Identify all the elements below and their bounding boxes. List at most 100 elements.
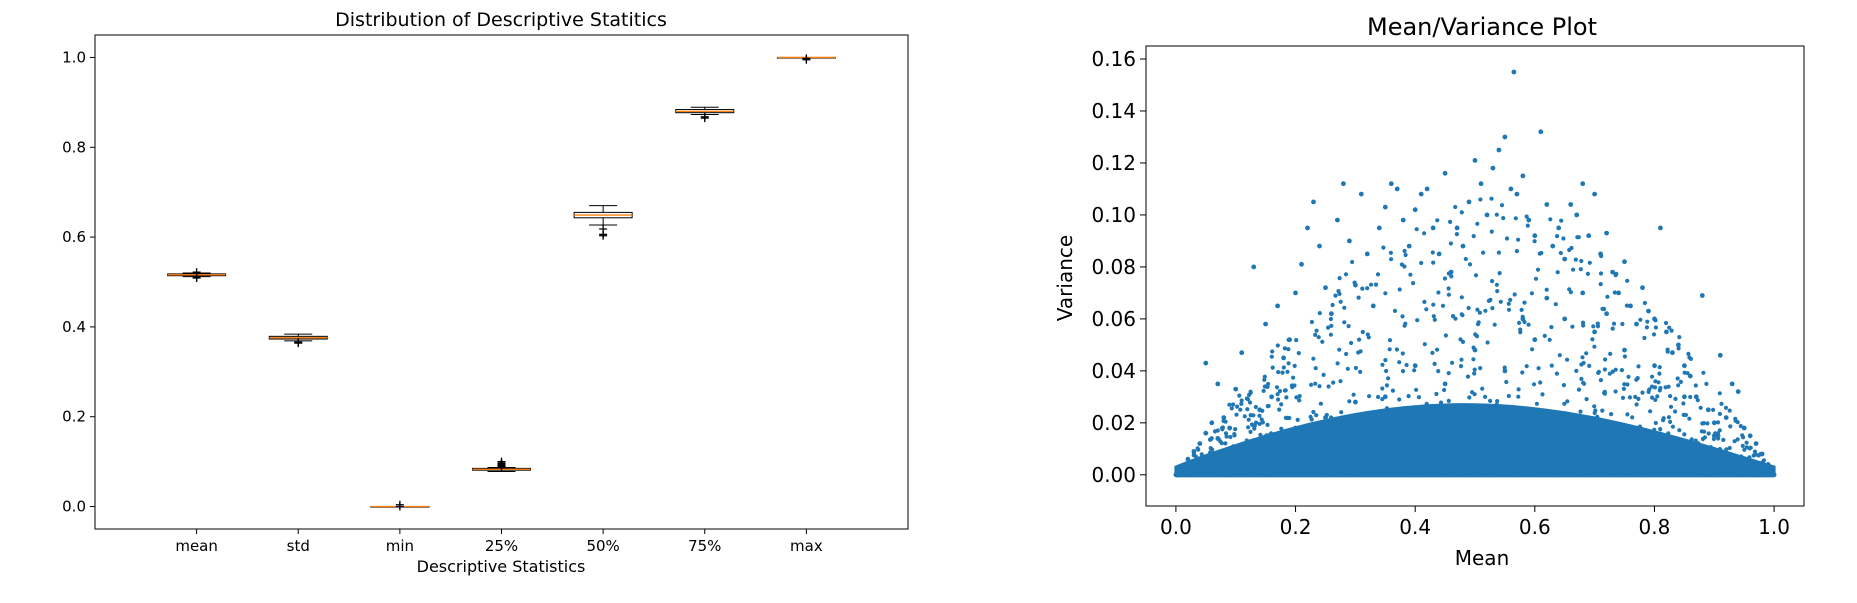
scatter-point (1670, 424, 1675, 429)
scatter-point (1670, 472, 1675, 477)
scatter-point (1261, 437, 1266, 442)
scatter-point (1703, 457, 1708, 462)
scatter-point (1502, 368, 1508, 374)
scatter-point (1628, 466, 1633, 471)
scatter-point (1293, 290, 1298, 296)
scatter-point (1219, 472, 1224, 477)
scatter-point (1384, 406, 1389, 411)
scatter-point (1437, 446, 1442, 452)
scatter-point (1459, 312, 1464, 317)
scatter-point (1586, 470, 1592, 475)
scatter-point (1573, 465, 1578, 470)
scatter-point (1610, 326, 1615, 331)
scatter-point (1558, 250, 1563, 256)
scatter-point (1592, 191, 1597, 197)
scatter-point (1637, 424, 1643, 429)
scatter-point (1345, 366, 1350, 371)
scatter-point (1532, 337, 1538, 343)
scatter-point (1310, 468, 1315, 474)
scatter-point (1431, 302, 1436, 307)
scatter-point (1356, 350, 1361, 355)
scatter-point (1377, 465, 1382, 470)
y-tick-label: 0.12 (1091, 151, 1136, 175)
scatter-point (1517, 320, 1522, 325)
scatter-point (1759, 472, 1764, 477)
scatter-point (1300, 472, 1305, 477)
scatter-point (1185, 470, 1190, 475)
scatter-point (1187, 460, 1192, 465)
scatter-point (1700, 471, 1705, 476)
scatter-point (1233, 386, 1239, 392)
scatter-point (1587, 260, 1592, 265)
scatter-point (1466, 433, 1471, 439)
scatter-point (1391, 426, 1396, 432)
scatter-point (1696, 441, 1701, 446)
scatter-point (1389, 443, 1394, 448)
scatter-point (1347, 238, 1352, 244)
scatter-point (1592, 329, 1597, 335)
scatter-point (1181, 464, 1187, 469)
scatter-point (1723, 405, 1729, 410)
scatter-point (1494, 440, 1499, 445)
scatter-point (1337, 291, 1342, 296)
scatter-point (1669, 328, 1674, 333)
scatter-point (1408, 272, 1413, 277)
scatter-point (1630, 415, 1635, 420)
x-tick-label: 0.8 (1639, 515, 1671, 539)
scatter-point (1280, 472, 1286, 477)
scatter-point (1687, 373, 1693, 379)
scatter-point (1747, 457, 1752, 462)
scatter-point (1572, 461, 1577, 466)
scatter-point (1224, 434, 1229, 439)
scatter-point (1686, 351, 1691, 356)
scatter-point (1282, 388, 1287, 393)
scatter-point (1604, 230, 1609, 236)
scatter-point (1471, 436, 1476, 441)
x-tick-label: 0.0 (1160, 515, 1192, 539)
scatter-point (1717, 447, 1722, 452)
scatter-point (1550, 418, 1556, 423)
scatter-point (1453, 204, 1458, 210)
scatter-point (1352, 471, 1357, 476)
outlier-marker (294, 338, 303, 347)
scatter-point (1328, 316, 1333, 322)
scatter-point (1681, 401, 1686, 406)
scatter-point (1570, 418, 1575, 423)
scatter-point (1544, 456, 1549, 461)
scatter-point (1574, 212, 1580, 218)
scatter-point (1391, 412, 1396, 417)
scatter-point (1538, 380, 1543, 385)
scatter-point (1427, 446, 1432, 451)
scatter-point (1520, 314, 1525, 319)
scatter-point (1305, 225, 1310, 231)
scatter-point (1566, 416, 1571, 421)
scatter-point (1326, 384, 1331, 389)
scatter-point (1223, 419, 1228, 424)
scatter-point (1244, 457, 1249, 462)
scatter-point (1543, 460, 1548, 466)
scatter-point (1557, 353, 1562, 358)
scatter-point (1578, 267, 1583, 272)
scatter-point (1492, 322, 1497, 327)
scatter-point (1208, 450, 1213, 455)
scatter-point (1382, 204, 1388, 210)
scatter-point (1471, 234, 1476, 239)
scatter-point (1311, 356, 1316, 361)
scatter-point (1291, 375, 1296, 380)
scatter-point (1402, 264, 1407, 269)
box-plot-boxes (167, 54, 836, 511)
scatter-point (1293, 425, 1298, 431)
scatter-point (1199, 457, 1204, 463)
scatter-point (1673, 396, 1678, 401)
scatter-point (1283, 430, 1288, 435)
scatter-point (1465, 374, 1471, 379)
scatter-point (1472, 367, 1477, 372)
scatter-point (1727, 408, 1732, 413)
scatter-point (1483, 308, 1488, 313)
scatter-point (1414, 227, 1419, 232)
scatter-point (1634, 456, 1639, 462)
scatter-point (1626, 374, 1631, 379)
scatter-point (1640, 438, 1645, 443)
scatter-point (1600, 408, 1605, 413)
scatter-point (1549, 325, 1554, 330)
